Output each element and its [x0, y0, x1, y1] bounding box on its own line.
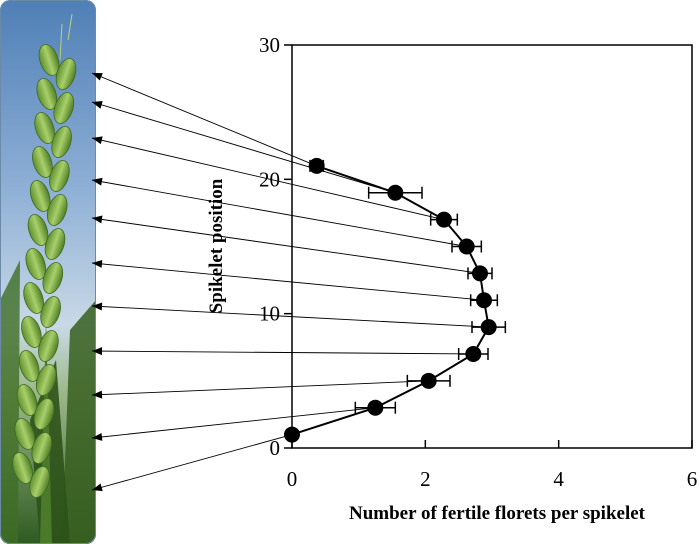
- data-point: [284, 426, 300, 443]
- leader-line: [91, 137, 445, 221]
- wheat-grain: [27, 214, 49, 246]
- wheat-grain: [16, 384, 38, 416]
- wheat-grain: [46, 194, 68, 226]
- data-point: [480, 319, 497, 336]
- x-tick-label: 4: [553, 467, 564, 491]
- wheat-grain: [38, 330, 59, 362]
- x-axis: 0 2 4 6: [287, 440, 698, 491]
- wheat-grain: [36, 78, 58, 110]
- wheat-spike-photo: [0, 0, 96, 544]
- wheat-grain: [29, 466, 50, 498]
- wheat-grain: [35, 364, 57, 396]
- data-point: [476, 292, 492, 309]
- wheat-grain: [25, 248, 47, 280]
- leader-line: [91, 305, 489, 328]
- leader-arrowhead: [92, 136, 103, 145]
- data-point: [436, 211, 452, 228]
- wheat-grain: [49, 160, 70, 192]
- y-tick-label: 10: [259, 302, 280, 326]
- x-tick-label: 6: [687, 467, 698, 491]
- plot-area: [291, 44, 693, 449]
- leader-arrowhead: [92, 73, 103, 81]
- leader-arrowhead: [92, 347, 103, 356]
- leader-line: [91, 101, 396, 194]
- wheat-grain: [38, 44, 60, 76]
- leader-arrowhead: [92, 101, 103, 109]
- wheat-grain: [44, 228, 66, 260]
- leader-arrowhead: [92, 215, 103, 224]
- wheat-grain: [18, 350, 40, 382]
- data-point: [465, 345, 482, 362]
- leader-line: [91, 217, 481, 274]
- leader-arrowhead: [92, 483, 103, 492]
- wheat-grain: [14, 418, 36, 450]
- wheat-grain: [12, 452, 33, 484]
- data-point: [308, 157, 325, 174]
- wheat-grain: [31, 432, 53, 464]
- leader-line: [91, 380, 429, 396]
- wheat-grain: [42, 262, 64, 294]
- data-point: [472, 265, 488, 282]
- wheat-grain: [21, 316, 42, 348]
- data-points: [284, 157, 497, 443]
- wheat-grain: [23, 282, 44, 314]
- leader-arrowhead: [92, 302, 103, 311]
- wheat-grain: [55, 58, 77, 90]
- leader-arrowhead: [92, 177, 103, 186]
- x-axis-title: Number of fertile florets per spikelet: [349, 503, 646, 524]
- data-point: [458, 238, 475, 255]
- wheat-grain: [51, 126, 72, 158]
- y-axis-title: Spikelet position: [206, 178, 227, 313]
- data-point: [420, 372, 437, 389]
- leader-line: [91, 179, 467, 247]
- leader-line: [91, 350, 474, 355]
- y-tick-label: 30: [259, 33, 280, 57]
- y-tick-label: 20: [259, 167, 280, 191]
- leader-arrowhead: [92, 390, 103, 399]
- leader-line: [91, 262, 485, 301]
- leader-arrowhead: [92, 259, 103, 268]
- x-tick-label: 0: [287, 467, 298, 491]
- x-tick-label: 2: [420, 467, 431, 491]
- wheat-grain: [53, 92, 75, 124]
- wheat-grain: [29, 180, 51, 212]
- wheat-grain: [33, 398, 55, 430]
- leader-line: [91, 407, 376, 439]
- data-point: [387, 184, 404, 201]
- spikelet-leader-lines: [91, 72, 489, 492]
- y-tick-label: 0: [270, 436, 281, 460]
- series-line: [291, 164, 490, 436]
- leader-arrowhead: [92, 432, 103, 441]
- wheat-grain: [32, 146, 53, 178]
- wheat-grain: [34, 112, 55, 144]
- y-axis: 0 10 20 30: [259, 33, 292, 460]
- leader-line: [91, 434, 293, 491]
- data-point: [367, 399, 384, 416]
- leader-line: [91, 72, 317, 167]
- wheat-grain: [40, 296, 61, 328]
